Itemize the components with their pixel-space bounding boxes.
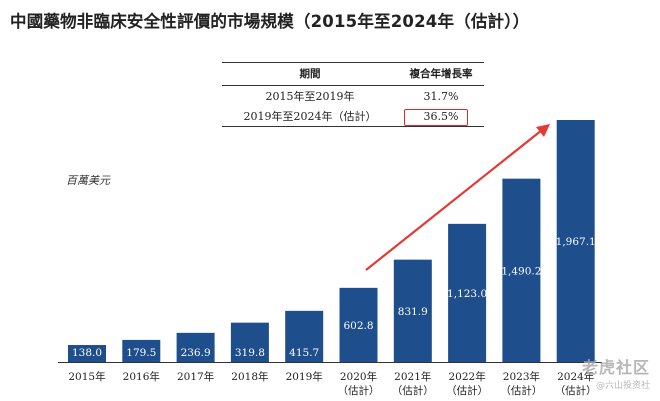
bar [285,310,324,362]
x-tick-label: （估計） [446,384,488,397]
bar [556,120,595,362]
cagr-rate-highlighted: 36.5% [397,106,484,127]
watermark: 老虎社区 @六山投资社 [582,354,650,391]
x-tick-label: （估計） [555,384,597,397]
cagr-row: 2015年至2019年 31.7% [222,86,484,107]
bar [339,287,378,362]
watermark-logo: 老虎社区 [581,358,650,377]
bar-value-label: 1,490.2 [501,265,541,277]
bar-value-label: 138.0 [72,347,102,359]
bar-value-label: 415.7 [289,347,319,359]
watermark-sub: @六山投资社 [595,381,650,391]
cagr-period: 2019年至2024年（估計） [222,106,398,127]
x-tick-label: （估計） [338,384,380,397]
x-tick-label: 2018年 [231,370,268,383]
x-tick-label: 2024年 [557,370,594,383]
x-tick-label: （估計） [392,384,434,397]
bar [122,339,161,362]
cagr-header-rate: 複合年增長率 [397,62,484,86]
x-tick-label: 2020年 [340,370,377,383]
bar-value-label: 179.5 [126,347,156,359]
bar [448,223,487,362]
x-tick-label: 2017年 [177,370,214,383]
bar-value-label: 602.8 [343,320,373,332]
bar-value-label: 1,967.1 [556,236,596,248]
x-tick-label: 2016年 [123,370,160,383]
x-tick-label: 2023年 [503,370,540,383]
cagr-rate: 31.7% [423,89,459,103]
cagr-period: 2015年至2019年 [265,90,355,103]
x-tick-label: 2021年 [394,370,431,383]
cagr-row: 2019年至2024年（估計） 36.5% [222,106,484,127]
x-tick-label: 2022年 [448,370,485,383]
x-tick-label: （估計） [500,384,542,397]
chart-title: 中國藥物非臨床安全性評價的市場規模（2015年至2024年（估計）） [10,12,530,31]
cagr-table: 期間 複合年增長率 2015年至2019年 31.7% 2019年至2024年（… [222,62,484,127]
bar-value-label: 319.8 [235,347,265,359]
x-tick-label: 2019年 [286,370,323,383]
y-axis-unit-label: 百萬美元 [66,174,110,187]
trend-arrow-head [536,124,550,137]
bar [502,178,541,362]
bar [230,322,269,362]
bar-value-label: 1,123.0 [447,288,487,300]
trend-arrow-line [365,129,543,271]
cagr-header-period: 期間 [222,62,398,86]
bar [68,345,106,362]
bar-value-label: 831.9 [398,306,428,318]
bar-value-label: 236.9 [181,347,211,359]
bar [393,259,432,362]
x-tick-label: 2015年 [68,370,105,383]
bar [176,332,215,362]
cagr-highlight-box [404,109,468,126]
